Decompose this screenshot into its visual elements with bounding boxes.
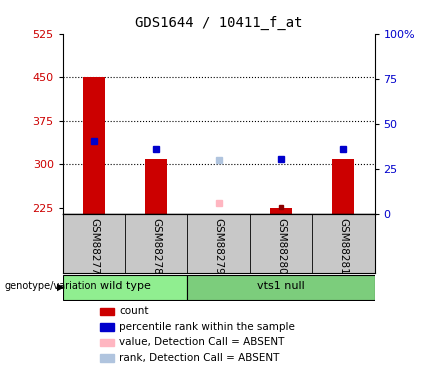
Bar	[145, 159, 167, 214]
Text: GSM88278: GSM88278	[151, 219, 162, 275]
Text: vts1 null: vts1 null	[257, 281, 305, 291]
Text: percentile rank within the sample: percentile rank within the sample	[119, 322, 295, 332]
Bar	[333, 159, 354, 214]
Title: GDS1644 / 10411_f_at: GDS1644 / 10411_f_at	[135, 16, 302, 30]
Text: wild type: wild type	[100, 281, 151, 291]
Bar	[100, 323, 114, 331]
Text: count: count	[119, 306, 149, 316]
Text: value, Detection Call = ABSENT: value, Detection Call = ABSENT	[119, 338, 284, 347]
Bar	[100, 339, 114, 346]
Text: genotype/variation: genotype/variation	[4, 281, 97, 291]
Bar	[83, 77, 105, 214]
Text: rank, Detection Call = ABSENT: rank, Detection Call = ABSENT	[119, 353, 279, 363]
FancyBboxPatch shape	[63, 275, 187, 300]
Text: GSM88281: GSM88281	[338, 219, 349, 275]
Text: GSM88280: GSM88280	[276, 219, 286, 275]
Text: GSM88279: GSM88279	[213, 219, 224, 275]
Bar	[100, 308, 114, 315]
Text: ▶: ▶	[57, 281, 64, 291]
Bar	[270, 208, 292, 214]
FancyBboxPatch shape	[187, 275, 375, 300]
Text: GSM88277: GSM88277	[89, 219, 99, 275]
Bar	[100, 354, 114, 362]
